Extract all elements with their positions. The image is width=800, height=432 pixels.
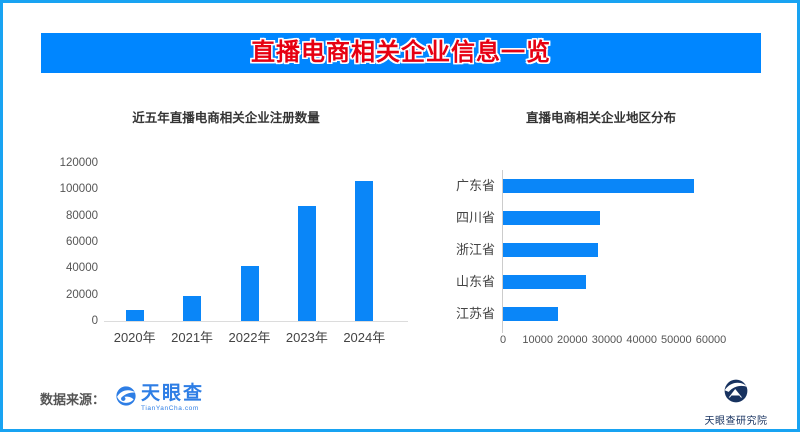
bar [355,181,374,321]
x-axis-category-label: 2021年 [171,330,214,345]
region-bar-chart: 直播电商相关企业地区分布 广东省四川省浙江省山东省江苏省 0 10000 20000 3… [440,108,762,363]
right-chart-plot: 广东省四川省浙江省山东省江苏省 0 10000 20000 30000 40000 5000… [440,108,762,363]
y-axis-tick-label: 0 [91,315,98,327]
left-chart-title: 近五年直播电商相关企业注册数量 [132,111,320,125]
y-axis-tick-label: 120000 [59,157,98,169]
y-axis-tick-label: 100000 [59,183,98,196]
bar [503,211,601,225]
x-axis-tick-label: 30000 [591,334,623,346]
tianyancha-eye-icon [115,385,137,412]
title-banner: 直播电商相关企业信息一览 [41,33,761,73]
y-axis-tick-label: 80000 [66,209,98,222]
research-eye-icon [723,378,749,409]
left-chart-plot: 0 20000 40000 60000 80000 100000 120000 2020年 20… [40,108,412,363]
tianyancha-wordmark: 天眼查 TianYanCha.com [141,384,204,412]
y-axis-line [502,170,503,333]
research-institute-name: 天眼查研究院 [704,416,768,427]
bar [503,179,694,193]
x-axis-category-label: 2022年 [228,330,271,345]
x-axis-tick-label: 50000 [661,334,692,346]
x-axis-tick-label: 10000 [522,334,553,346]
category-label: 江苏省 [455,306,495,321]
y-axis-tick-label: 60000 [66,236,98,248]
category-label: 四川省 [455,210,495,225]
tianyancha-logo: 天眼查 TianYanCha.com [115,384,204,412]
x-axis-tick-label: 60000 [695,334,727,346]
bar [297,206,316,321]
tianyancha-name: 天眼查 [141,383,205,404]
y-axis-tick-label: 20000 [66,288,98,301]
research-institute-logo: 天眼查研究院 [703,378,769,427]
bar [125,310,144,321]
bar [503,275,587,289]
data-source: 数据来源： 天眼查 TianYanCha.com [40,384,204,412]
source-label: 数据来源： [40,391,106,407]
category-label: 山东省 [455,274,495,289]
page-title: 直播电商相关企业信息一览 [251,39,551,66]
x-axis-tick-label: 40000 [626,334,657,346]
x-axis-line [104,321,408,322]
x-axis-tick-label: 20000 [557,334,588,346]
x-axis-category-label: 2024年 [343,330,386,345]
category-label: 浙江省 [455,242,495,257]
bar [503,243,599,257]
bar [183,295,202,321]
registrations-bar-chart: 近五年直播电商相关企业注册数量 0 20000 40000 60000 80000 100… [40,108,412,363]
right-chart-title: 直播电商相关企业地区分布 [525,111,676,125]
x-axis-category-label: 2023年 [285,330,328,345]
y-axis-tick-label: 40000 [66,262,98,275]
category-label: 广东省 [455,178,495,193]
bar [503,307,559,321]
tianyancha-url-text: TianYanCha.com [141,405,199,412]
bar [240,265,259,321]
x-axis-tick-label: 0 [499,334,507,346]
x-axis-category-label: 2020年 [113,330,156,345]
